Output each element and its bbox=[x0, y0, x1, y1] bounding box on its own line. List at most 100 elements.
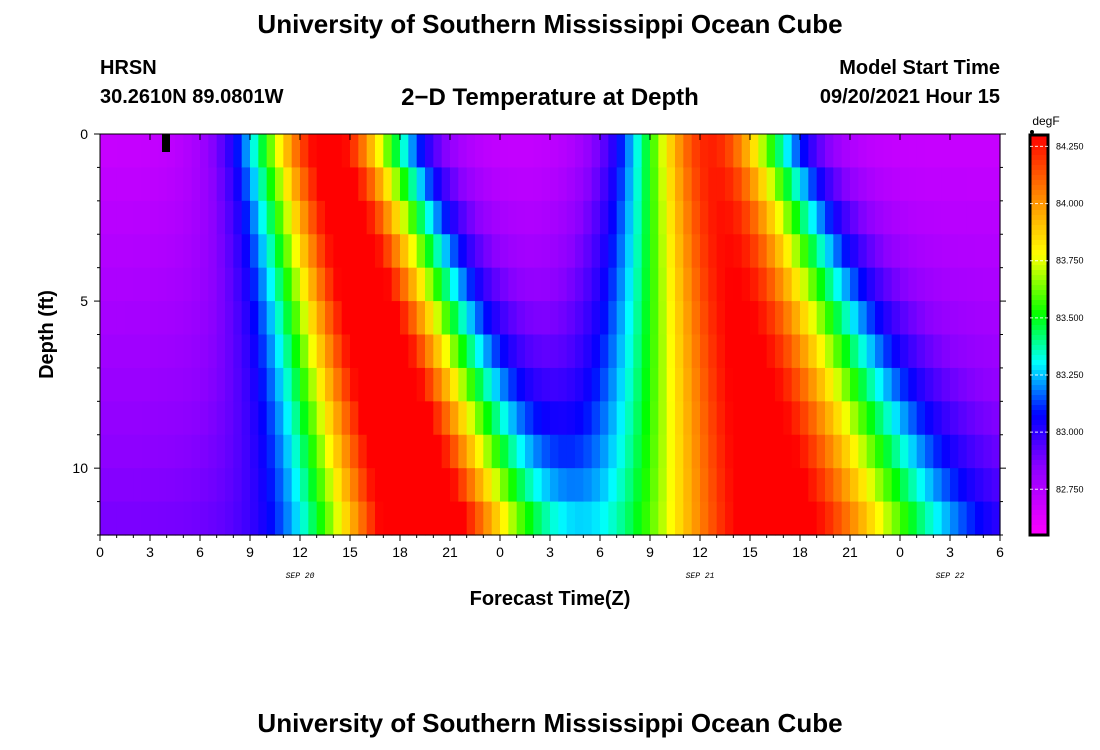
heatmap-cell bbox=[433, 301, 443, 336]
colorbar-segment bbox=[1030, 425, 1048, 431]
heatmap-cell bbox=[258, 468, 268, 503]
colorbar-segment bbox=[1030, 275, 1048, 281]
heatmap-cell bbox=[666, 367, 676, 402]
heatmap-cell bbox=[400, 267, 409, 302]
heatmap-cell bbox=[900, 434, 909, 469]
heatmap-cell bbox=[358, 234, 368, 269]
heatmap-cell bbox=[925, 468, 934, 503]
colorbar-segment bbox=[1030, 435, 1048, 441]
heatmap-cell bbox=[783, 234, 793, 269]
heatmap-cell bbox=[416, 234, 426, 269]
heatmap-cell bbox=[300, 301, 309, 336]
heatmap-cell bbox=[266, 134, 276, 169]
heatmap-cell bbox=[958, 468, 968, 503]
heatmap-cell bbox=[275, 134, 284, 169]
heatmap-cell bbox=[158, 334, 168, 369]
heatmap-cell bbox=[900, 334, 909, 369]
heatmap-cell bbox=[991, 267, 1001, 302]
heatmap-cell bbox=[650, 134, 659, 169]
heatmap-cell bbox=[325, 234, 334, 269]
heatmap-cell bbox=[608, 367, 618, 402]
heatmap-cell bbox=[275, 200, 284, 235]
heatmap-cell bbox=[366, 167, 376, 202]
heatmap-cell bbox=[475, 234, 484, 269]
heatmap-cell bbox=[250, 267, 259, 302]
heatmap-cell bbox=[758, 334, 768, 369]
heatmap-cell bbox=[566, 367, 576, 402]
heatmap-cell bbox=[258, 434, 268, 469]
heatmap-cell bbox=[216, 401, 226, 436]
heatmap-cell bbox=[975, 367, 984, 402]
heatmap-cell bbox=[391, 401, 401, 436]
heatmap-cell bbox=[300, 468, 309, 503]
heatmap-cell bbox=[541, 134, 551, 169]
heatmap-cell bbox=[433, 367, 443, 402]
heatmap-cell bbox=[616, 401, 626, 436]
colorbar-segment bbox=[1030, 360, 1048, 366]
heatmap-cell bbox=[883, 401, 893, 436]
heatmap-cell bbox=[341, 501, 351, 536]
heatmap-cell bbox=[608, 401, 618, 436]
heatmap-cell bbox=[400, 301, 409, 336]
heatmap-cell bbox=[250, 367, 259, 402]
heatmap-cell bbox=[958, 200, 968, 235]
heatmap-cell bbox=[391, 434, 401, 469]
heatmap-cell bbox=[775, 167, 784, 202]
heatmap-cell bbox=[350, 301, 359, 336]
heatmap-cell bbox=[250, 301, 259, 336]
heatmap-cell bbox=[816, 334, 826, 369]
colorbar-segment bbox=[1030, 460, 1048, 466]
heatmap-cell bbox=[675, 401, 684, 436]
heatmap-cell bbox=[416, 367, 426, 402]
heatmap-cell bbox=[733, 301, 743, 336]
heatmap-cell bbox=[500, 468, 509, 503]
heatmap-cell bbox=[533, 234, 543, 269]
heatmap-cell bbox=[325, 367, 334, 402]
heatmap-cell bbox=[241, 134, 251, 169]
heatmap-cell bbox=[933, 234, 943, 269]
x-tick-label: 15 bbox=[742, 544, 758, 560]
heatmap-cell bbox=[425, 434, 434, 469]
heatmap-cell bbox=[200, 334, 209, 369]
heatmap-cell bbox=[175, 167, 184, 202]
heatmap-cell bbox=[641, 501, 651, 536]
heatmap-cell bbox=[875, 468, 884, 503]
heatmap-cell bbox=[100, 401, 109, 436]
colorbar-segment bbox=[1030, 270, 1048, 276]
heatmap-cell bbox=[175, 401, 184, 436]
heatmap-cell bbox=[975, 234, 984, 269]
heatmap-cell bbox=[433, 234, 443, 269]
heatmap-cell bbox=[483, 468, 493, 503]
heatmap-cell bbox=[200, 167, 209, 202]
heatmap-cell bbox=[700, 267, 709, 302]
colorbar-segment bbox=[1030, 465, 1048, 471]
heatmap-cell bbox=[983, 167, 993, 202]
heatmap-cell bbox=[325, 200, 334, 235]
colorbar-segment bbox=[1030, 355, 1048, 361]
heatmap-cell bbox=[116, 468, 126, 503]
heatmap-cell bbox=[275, 234, 284, 269]
heatmap-cell bbox=[733, 234, 743, 269]
heatmap-cell bbox=[691, 234, 701, 269]
colorbar-label: 82.750 bbox=[1056, 484, 1084, 494]
heatmap-cell bbox=[675, 501, 684, 536]
heatmap-cell bbox=[883, 134, 893, 169]
heatmap-cell bbox=[741, 434, 751, 469]
heatmap-cell bbox=[750, 468, 759, 503]
heatmap-cell bbox=[458, 334, 468, 369]
heatmap-cell bbox=[391, 267, 401, 302]
heatmap-cell bbox=[441, 301, 451, 336]
heatmap-cell bbox=[625, 301, 634, 336]
heatmap-cell bbox=[216, 234, 226, 269]
heatmap-cell bbox=[491, 167, 501, 202]
heatmap-cell bbox=[716, 200, 726, 235]
heatmap-cell bbox=[650, 501, 659, 536]
heatmap-cell bbox=[225, 434, 234, 469]
heatmap-cell bbox=[666, 167, 676, 202]
colorbar-segment bbox=[1030, 190, 1048, 196]
heatmap-cell bbox=[875, 334, 884, 369]
colorbar-segment bbox=[1030, 205, 1048, 211]
heatmap-cell bbox=[175, 334, 184, 369]
heatmap-cell bbox=[708, 501, 718, 536]
heatmap-cell bbox=[566, 301, 576, 336]
